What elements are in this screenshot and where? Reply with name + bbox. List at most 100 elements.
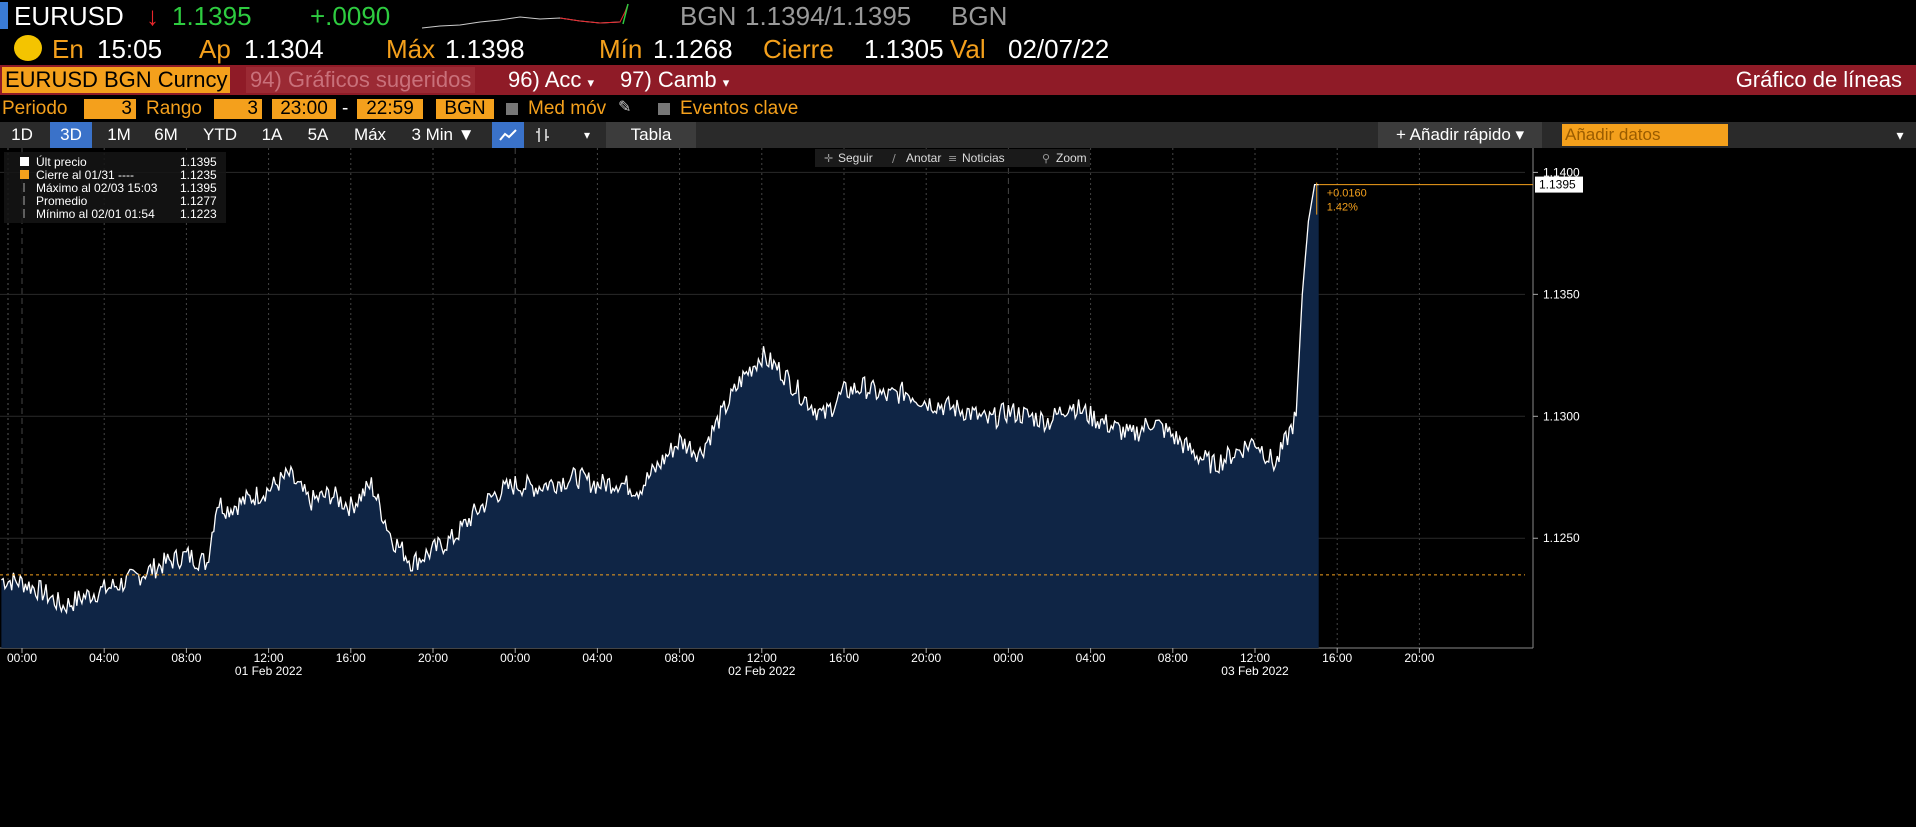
actions-menu[interactable]: 96) Acc ▾ [504,67,598,93]
chart-tools-bar [815,149,1090,167]
range-1m-button[interactable]: 1M [107,125,131,144]
suggested-charts-button[interactable]: 94) Gráficos sugeridos [246,67,476,93]
legend-value: 1.1223 [180,207,217,221]
annotation-pct: 1.42% [1327,202,1358,214]
range-ytd-button[interactable]: YTD [203,125,237,144]
chart-tools: ✛ Seguir ∕ Anotar ≡ Noticias ⚲ Zoom [815,149,1090,167]
x-tick-label: 08:00 [665,651,695,665]
last-price: 1.1395 [172,1,252,31]
moving-average-checkbox[interactable] [506,103,518,115]
x-tick-label: 20:00 [418,651,448,665]
pencil-icon[interactable]: ✎ [618,99,632,116]
function-toolbar: EURUSD BGN Curncy 94) Gráficos sugeridos… [0,65,1916,95]
chart-legend: Últ precio 1.1395 Cierre al 01/31 ---- 1.12… [4,152,226,223]
actions-label: 96) Acc [508,67,582,92]
security-field[interactable]: EURUSD BGN Curncy [2,67,231,93]
range-3d-button[interactable]: 3D [50,122,92,148]
range-label: Rango [146,98,202,119]
range-1a-button[interactable]: 1A [261,125,283,144]
range-6m-button[interactable]: 6M [154,125,178,144]
annotation-change: +0.0160 [1327,188,1367,200]
price-area [1,184,1319,648]
bid-ask: 1.1394/1.1395 [745,1,912,31]
range-1d-button[interactable]: 1D [11,125,33,144]
period-label: Periodo [2,98,68,119]
x-date-label: 02 Feb 2022 [728,664,796,678]
range-max-button[interactable]: Máx [353,125,387,144]
ask-source: BGN [951,1,1008,31]
news-button[interactable]: ≡ Noticias [948,151,1005,165]
x-tick-label: 20:00 [1404,651,1434,665]
legend-label: Máximo al 02/03 15:03 [36,181,158,195]
settings-dropdown-icon[interactable]: ▾ [1896,127,1904,143]
interval-dropdown[interactable]: 3 Min ▼ [411,125,475,144]
y-tick-label: 1.1250 [1543,531,1580,545]
legend-label: Últ precio [36,154,87,169]
open-label: Ap [199,34,231,64]
chart-style-dropdown-icon[interactable]: ▾ [583,128,591,142]
bid-source: BGN [680,1,737,31]
legend-label: Promedio [36,194,88,208]
key-events-checkbox[interactable] [658,103,670,115]
tool-label: Zoom [1056,151,1087,165]
gauge-icon [14,35,42,61]
table-button[interactable]: Tabla [606,122,696,148]
legend-label: Cierre al 01/31 ---- [36,168,134,182]
x-axis: 00:00 04:00 08:00 12:00 16:00 20:00 00:00 04:00… [7,648,1435,678]
en-label: En [52,34,84,64]
close-value: 1.1305 [864,34,944,64]
price-line [1,183,1319,615]
x-tick-label: 04:00 [582,651,612,665]
chevron-down-icon: ▾ [722,75,730,90]
x-tick-label: 08:00 [171,651,201,665]
crosshair-icon: ✛ [824,152,833,165]
y-tick-label: 1.1300 [1543,409,1580,423]
open-value: 1.1304 [244,34,324,64]
start-time-input[interactable]: 23:00 [272,99,336,119]
x-date-label: 03 Feb 2022 [1221,664,1289,678]
last-price-tag: 1.1395 [1535,176,1583,193]
x-tick-label: 16:00 [1322,651,1352,665]
add-data-placeholder: Añadir datos [1565,125,1661,144]
key-events-label: Eventos clave [680,98,799,119]
x-tick-label: 12:00 [1240,651,1270,665]
end-time-input[interactable]: 22:59 [357,99,423,119]
val-label: Val [950,34,986,64]
annotate-button[interactable]: ∕ Anotar [892,151,941,165]
chevron-down-icon: ▾ [587,75,595,90]
quick-add-button[interactable]: + Añadir rápido ▾ [1378,122,1542,148]
change-menu[interactable]: 97) Camb ▾ [616,67,733,93]
news-icon: ≡ [948,152,957,165]
source-input[interactable]: BGN [436,99,494,119]
net-change: +.0090 [310,1,391,31]
high-value: 1.1398 [445,34,525,64]
tool-label: Noticias [962,151,1005,165]
val-date: 02/07/22 [1008,34,1110,64]
range-input[interactable]: 3 [214,99,262,119]
line-chart-icon[interactable] [492,122,524,148]
x-tick-label: 00:00 [7,651,37,665]
price-chart[interactable]: 1.1400 1.1350 1.1300 1.1250 00:00 04:00 08:00… [0,148,1916,827]
price-tag-box [1535,176,1583,193]
range-5a-button[interactable]: 5A [307,125,329,144]
x-tick-label: 00:00 [993,651,1023,665]
bar-chart-icon[interactable] [528,122,558,148]
price-tag-text: 1.1395 [1539,178,1576,192]
legend-swatch [20,157,29,166]
zoom-button[interactable]: ⚲ Zoom [1042,151,1087,165]
x-date-label: 01 Feb 2022 [235,664,303,678]
add-data-input[interactable]: Añadir datos [1562,124,1728,146]
range-dash: - [342,98,349,119]
x-tick-label: 16:00 [336,651,366,665]
change-label: 97) Camb [620,67,717,92]
low-label: Mín [599,34,643,64]
period-input[interactable]: 3 [84,99,136,119]
follow-button[interactable]: ✛ Seguir [824,151,873,165]
sparkline [421,3,629,29]
x-tick-label: 20:00 [911,651,941,665]
y-axis: 1.1400 1.1350 1.1300 1.1250 [1533,165,1580,545]
legend-value: 1.1277 [180,194,217,208]
x-tick-label: 00:00 [500,651,530,665]
legend-label: Mínimo al 02/01 01:54 [36,207,155,221]
chart-type-label: Gráfico de líneas [1735,67,1902,92]
